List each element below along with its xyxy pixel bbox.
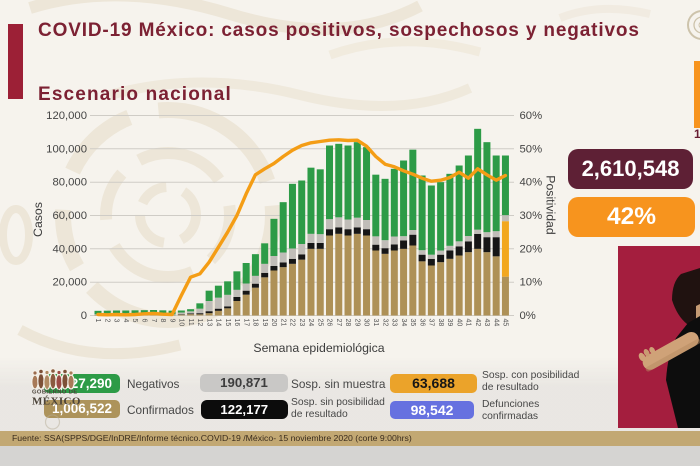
svg-text:10%: 10%: [520, 277, 543, 289]
svg-text:24: 24: [307, 319, 314, 327]
svg-text:17: 17: [242, 319, 249, 327]
svg-text:26: 26: [326, 319, 333, 327]
svg-text:80,000: 80,000: [52, 177, 87, 189]
svg-text:MÉXICO: MÉXICO: [32, 396, 81, 408]
svg-text:32: 32: [381, 319, 388, 327]
svg-text:31: 31: [372, 319, 379, 327]
svg-text:36: 36: [418, 319, 425, 327]
svg-text:1: 1: [94, 319, 101, 323]
svg-text:11: 11: [187, 319, 194, 326]
svg-text:4: 4: [122, 319, 129, 323]
svg-text:3: 3: [113, 319, 120, 323]
svg-text:23: 23: [298, 319, 305, 327]
svg-text:42: 42: [474, 319, 481, 327]
svg-text:120,000: 120,000: [46, 110, 87, 122]
svg-text:21: 21: [279, 319, 286, 327]
svg-text:40%: 40%: [520, 177, 543, 189]
svg-text:100,000: 100,000: [46, 143, 87, 155]
svg-text:34: 34: [400, 319, 407, 327]
svg-text:43: 43: [483, 319, 490, 327]
svg-text:35: 35: [409, 319, 416, 327]
svg-text:6: 6: [140, 319, 147, 323]
svg-text:8: 8: [159, 319, 166, 323]
svg-text:14: 14: [215, 319, 222, 327]
svg-text:16: 16: [233, 319, 240, 327]
svg-text:0%: 0%: [520, 310, 536, 322]
svg-text:18: 18: [252, 319, 259, 327]
svg-text:39: 39: [446, 319, 453, 327]
svg-text:0: 0: [81, 310, 87, 322]
svg-text:44: 44: [492, 319, 499, 327]
svg-text:10: 10: [177, 319, 184, 327]
svg-text:19: 19: [261, 319, 268, 327]
svg-text:33: 33: [390, 319, 397, 327]
svg-text:38: 38: [437, 319, 444, 327]
svg-text:15: 15: [224, 319, 231, 327]
svg-text:29: 29: [353, 319, 360, 327]
svg-text:22: 22: [289, 319, 296, 327]
svg-text:7: 7: [150, 319, 157, 323]
svg-text:45: 45: [502, 319, 509, 327]
svg-text:20%: 20%: [520, 243, 543, 255]
svg-text:40,000: 40,000: [52, 243, 87, 255]
svg-text:37: 37: [428, 319, 435, 327]
svg-text:Positividad: Positividad: [544, 175, 558, 235]
svg-text:9: 9: [168, 319, 175, 323]
svg-text:60,000: 60,000: [52, 210, 87, 222]
svg-text:40: 40: [455, 319, 462, 327]
svg-text:20: 20: [270, 319, 277, 327]
svg-text:GOBIERNO DE: GOBIERNO DE: [32, 390, 78, 396]
svg-text:27: 27: [335, 319, 342, 327]
svg-text:2: 2: [103, 319, 110, 323]
svg-text:28: 28: [344, 319, 351, 327]
svg-text:13: 13: [205, 319, 212, 327]
svg-text:41: 41: [465, 319, 472, 327]
svg-text:12: 12: [196, 319, 203, 327]
svg-text:20,000: 20,000: [52, 277, 87, 289]
svg-text:30: 30: [363, 319, 370, 327]
svg-text:50%: 50%: [520, 143, 543, 155]
svg-text:25: 25: [316, 319, 323, 327]
svg-text:30%: 30%: [520, 210, 543, 222]
svg-text:60%: 60%: [520, 110, 543, 122]
svg-text:5: 5: [131, 319, 138, 323]
svg-text:Semana epidemiológica: Semana epidemiológica: [253, 341, 384, 355]
svg-text:Casos: Casos: [31, 202, 45, 237]
